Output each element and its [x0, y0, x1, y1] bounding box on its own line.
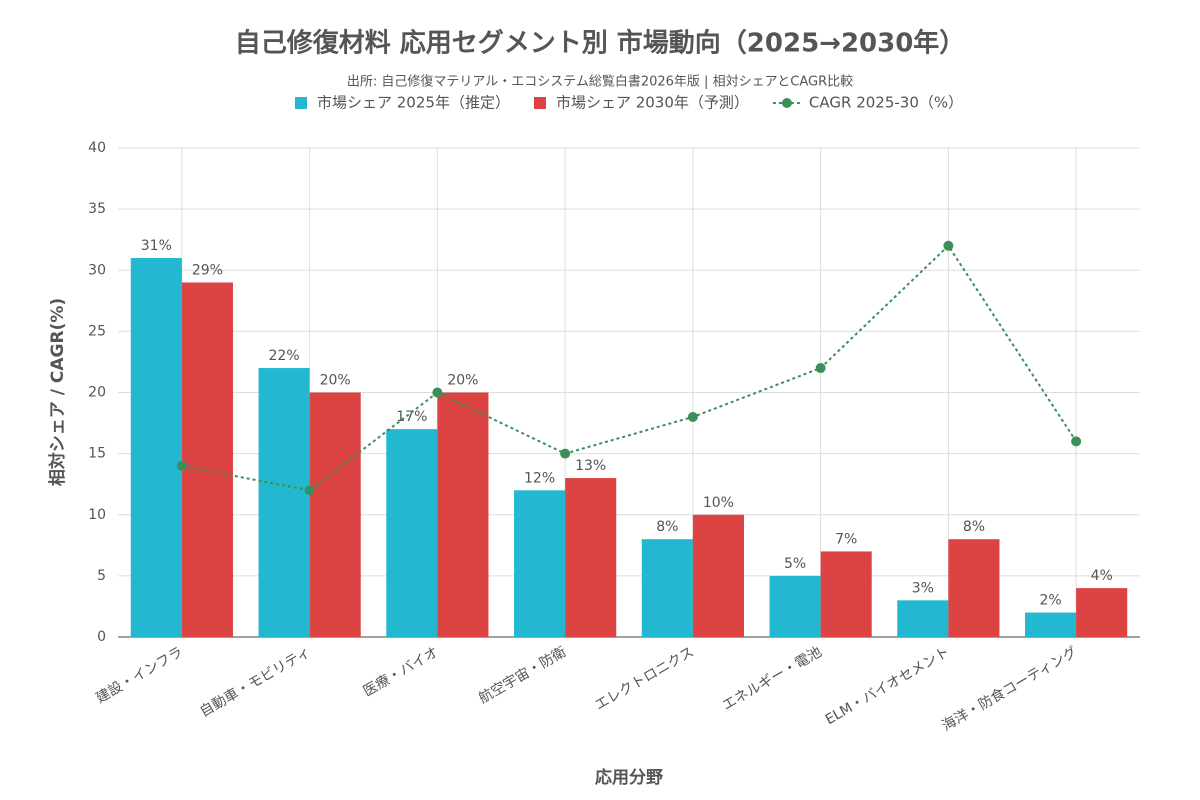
chart-title: 自己修復材料 応用セグメント別 市場動向（2025→2030年）	[235, 28, 966, 59]
legend-label: 市場シェア 2025年（推定）	[317, 94, 510, 112]
data-label: 29%	[192, 262, 223, 278]
y-tick-label: 40	[88, 140, 106, 156]
chart-subtitle: 出所: 自己修復マテリアル・エコシステム総覧白書2026年版 | 相対シェアとC…	[347, 74, 853, 90]
data-label: 2%	[1039, 593, 1061, 609]
x-tick-label: ELM・バイオセメント	[823, 644, 953, 728]
bar	[181, 282, 233, 637]
data-label: 12%	[524, 470, 555, 486]
y-tick-label: 25	[88, 323, 106, 339]
y-tick-label: 35	[88, 201, 106, 217]
legend-swatch	[533, 97, 546, 109]
bar	[897, 600, 949, 637]
line	[181, 244, 1077, 492]
legend-swatch	[781, 98, 792, 108]
data-label: 17%	[396, 409, 427, 425]
x-tick-label: エレクトロニクス	[592, 644, 697, 714]
x-tick-label: 建設・インフラ	[93, 644, 186, 707]
y-tick-label: 5	[97, 568, 106, 584]
bar	[641, 539, 693, 637]
x-tick-label: 海洋・防食コーティング	[939, 643, 1080, 734]
data-label: 31%	[141, 238, 172, 254]
line-point	[815, 363, 826, 374]
data-label: 4%	[1091, 568, 1113, 584]
data-label: 20%	[447, 373, 478, 389]
data-label: 20%	[320, 373, 351, 389]
line-point	[943, 240, 954, 251]
y-tick-label: 20	[88, 385, 106, 401]
line-point	[687, 411, 698, 422]
legend-label: 市場シェア 2030年（予測）	[556, 94, 749, 112]
data-label: 8%	[656, 519, 678, 535]
y-tick-label: 10	[88, 507, 106, 523]
x-tick-label: 自動車・モビリティ	[197, 643, 314, 720]
x-axis-label: 応用分野	[595, 767, 663, 788]
line-point	[304, 485, 315, 496]
bar	[386, 429, 438, 637]
y-tick-label: 15	[88, 446, 106, 462]
data-label: 5%	[784, 556, 806, 572]
line-point	[432, 387, 443, 398]
data-label: 8%	[963, 519, 985, 535]
bar	[820, 551, 872, 637]
data-label: 22%	[269, 348, 300, 364]
bar	[1025, 612, 1077, 637]
bar	[437, 392, 489, 637]
y-tick-label: 30	[88, 262, 106, 278]
bar	[948, 539, 1000, 637]
x-tick-label: 医療・バイオ	[360, 643, 441, 700]
data-label: 7%	[835, 531, 857, 547]
x-tick-label: エネルギー・電池	[720, 644, 825, 714]
legend-label: CAGR 2025-30（%）	[809, 94, 963, 112]
bar	[769, 575, 821, 637]
legend-swatch	[295, 97, 307, 109]
bar	[309, 392, 361, 637]
data-label: 13%	[575, 458, 606, 474]
bar	[692, 514, 744, 637]
bar	[565, 478, 617, 637]
line-point	[1071, 436, 1082, 447]
data-label: 10%	[703, 495, 734, 511]
line-point	[560, 448, 571, 459]
bar	[258, 368, 310, 637]
y-tick-label: 0	[97, 629, 106, 645]
x-tick-label: 航空宇宙・防衛	[476, 644, 569, 707]
bar	[514, 490, 566, 637]
data-label: 3%	[912, 580, 934, 596]
line-point	[176, 460, 187, 471]
bar	[1076, 588, 1128, 637]
y-axis-label: 相対シェア / CAGR(%)	[47, 298, 68, 486]
bar	[130, 258, 182, 637]
